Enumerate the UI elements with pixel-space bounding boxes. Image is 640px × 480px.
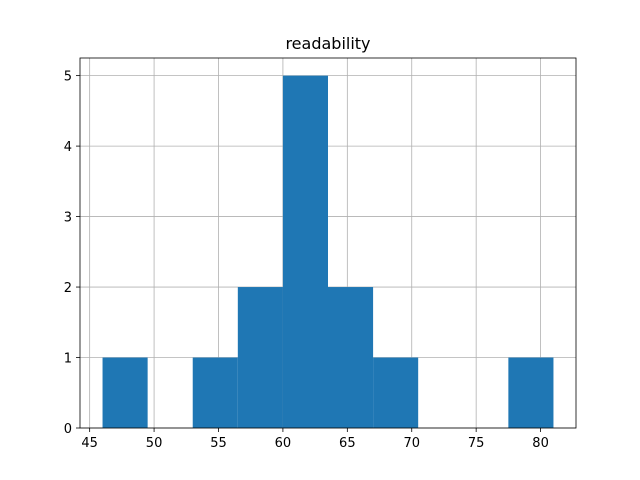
axes-frame bbox=[79, 57, 577, 429]
y-tick-label: 3 bbox=[64, 211, 72, 226]
x-tick-label: 80 bbox=[532, 436, 549, 451]
histogram-bar bbox=[237, 287, 283, 428]
histogram-bar bbox=[192, 357, 238, 428]
x-tick-label: 65 bbox=[339, 436, 356, 451]
histogram-bar bbox=[328, 287, 374, 428]
bars bbox=[102, 75, 554, 428]
y-tick-label: 0 bbox=[64, 422, 72, 437]
histogram-bar bbox=[282, 75, 328, 428]
y-axis: 0 1 2 3 4 5 bbox=[64, 70, 80, 437]
histogram-bar bbox=[373, 357, 419, 428]
x-tick-label: 60 bbox=[275, 436, 292, 451]
histogram-bar bbox=[102, 357, 148, 428]
histogram-bar bbox=[508, 357, 554, 428]
chart-title: readability bbox=[285, 34, 370, 53]
x-tick-label: 45 bbox=[81, 436, 98, 451]
y-tick-label: 1 bbox=[64, 352, 72, 367]
x-tick-label: 55 bbox=[210, 436, 227, 451]
y-tick-label: 4 bbox=[64, 140, 72, 155]
x-tick-label: 75 bbox=[468, 436, 485, 451]
y-tick-label: 2 bbox=[64, 281, 72, 296]
y-tick-label: 5 bbox=[64, 70, 72, 85]
x-tick-label: 50 bbox=[146, 436, 163, 451]
x-tick-label: 70 bbox=[403, 436, 420, 451]
x-axis: 45 50 55 60 65 70 75 80 bbox=[81, 428, 549, 451]
